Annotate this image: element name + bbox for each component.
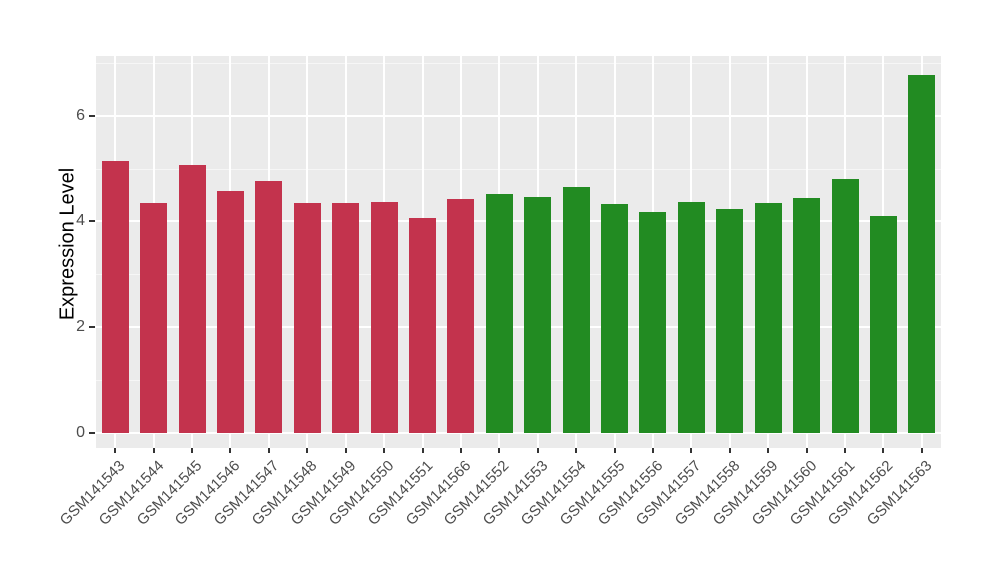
x-tick-mark bbox=[844, 448, 846, 453]
bar bbox=[524, 196, 552, 433]
y-tick-label: 4 bbox=[76, 212, 85, 230]
bar bbox=[409, 217, 436, 433]
x-tick-mark bbox=[191, 448, 193, 453]
x-tick-mark bbox=[575, 448, 578, 453]
x-tick-mark bbox=[613, 448, 616, 453]
x-tick-mark bbox=[805, 448, 808, 453]
bar bbox=[255, 181, 283, 433]
y-tick-mark bbox=[89, 432, 95, 434]
gridline-minor-y5 bbox=[96, 168, 941, 170]
plot-panel bbox=[96, 56, 941, 448]
x-tick-mark bbox=[152, 448, 155, 453]
bar bbox=[793, 197, 821, 433]
bar bbox=[677, 202, 705, 433]
x-tick-mark bbox=[421, 448, 424, 453]
y-axis-title: Expression Level bbox=[56, 167, 79, 321]
bar bbox=[370, 201, 398, 433]
bar bbox=[485, 193, 513, 433]
x-tick-mark bbox=[690, 448, 693, 453]
bar bbox=[101, 161, 129, 433]
gridline-minor-y1 bbox=[96, 380, 941, 382]
bar bbox=[908, 74, 936, 433]
x-tick-mark bbox=[459, 448, 462, 453]
bar bbox=[831, 178, 859, 433]
x-tick-mark bbox=[229, 448, 232, 453]
x-tick-mark bbox=[498, 448, 501, 453]
x-tick-mark bbox=[383, 448, 386, 453]
x-tick-mark bbox=[882, 448, 885, 453]
y-tick-mark bbox=[89, 114, 95, 117]
bar bbox=[332, 202, 360, 433]
bar bbox=[562, 186, 590, 433]
gridline-minor-y3 bbox=[96, 274, 941, 276]
x-tick-mark bbox=[306, 448, 309, 453]
bar bbox=[447, 198, 475, 433]
bar bbox=[601, 203, 628, 433]
x-tick-mark bbox=[651, 448, 654, 453]
bar bbox=[178, 164, 206, 433]
y-tick-mark bbox=[89, 220, 95, 223]
bar bbox=[716, 209, 744, 433]
x-tick-mark bbox=[767, 448, 770, 453]
bar bbox=[216, 191, 244, 433]
bar bbox=[869, 215, 897, 433]
x-tick-mark bbox=[536, 448, 539, 453]
bar bbox=[293, 202, 321, 433]
x-tick-mark bbox=[344, 448, 347, 453]
x-tick-mark bbox=[728, 448, 731, 453]
gridline-minor-y7 bbox=[96, 62, 941, 64]
y-tick-mark bbox=[89, 326, 95, 329]
gridline-major-y2 bbox=[96, 326, 941, 329]
bar bbox=[754, 203, 782, 433]
gridline-major-y6 bbox=[96, 114, 941, 117]
x-tick-mark bbox=[114, 448, 117, 453]
gridline-major-y0 bbox=[96, 432, 941, 434]
x-tick-mark bbox=[920, 448, 923, 453]
bar bbox=[140, 203, 168, 433]
y-tick-label: 6 bbox=[76, 106, 85, 124]
y-tick-label: 2 bbox=[76, 318, 85, 336]
bar bbox=[639, 212, 667, 433]
gridline-major-y4 bbox=[96, 220, 941, 223]
x-tick-mark bbox=[267, 448, 270, 453]
y-tick-label: 0 bbox=[76, 424, 85, 441]
